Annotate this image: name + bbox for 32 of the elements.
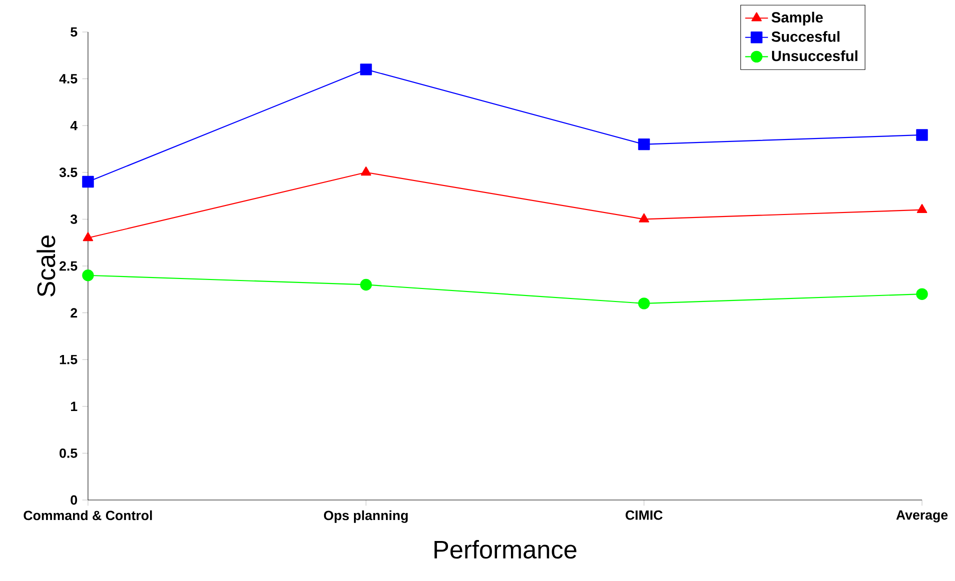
point: [916, 288, 928, 300]
point: [82, 176, 94, 188]
x-tick-label: Command & Control: [24, 510, 152, 520]
point: [82, 232, 94, 242]
point: [638, 213, 650, 222]
legend-label: Sample: [772, 12, 823, 26]
legend-label: Succesful: [772, 31, 840, 42]
y-tick-label: 1.5: [60, 354, 78, 364]
point: [360, 278, 372, 291]
point: [360, 64, 372, 76]
y-tick-label: 2: [70, 308, 78, 318]
x-tick-label: Average: [896, 510, 948, 522]
point: [360, 166, 372, 176]
x-axis-title: Performance: [434, 540, 576, 559]
y-tick-label: 0: [70, 495, 78, 505]
y-tick-label: 1: [71, 402, 78, 411]
point: [638, 138, 650, 150]
point: [916, 129, 928, 141]
y-tick-label: 3.5: [59, 168, 78, 178]
legend-label: Unsuccesful: [772, 50, 858, 62]
y-tick-label: 4.5: [59, 74, 78, 84]
point: [638, 298, 650, 310]
y-tick-label: 2.5: [60, 261, 78, 271]
point: [916, 204, 928, 214]
point: [82, 269, 94, 282]
y-tick-label: 0.5: [60, 448, 78, 458]
y-tick-label: 5: [70, 27, 78, 37]
x-tick-label: CIMIC: [626, 510, 663, 520]
y-tick-label: 3: [70, 214, 78, 224]
y-tick-label: 4: [70, 121, 78, 130]
y-axis-title: Scale: [36, 235, 56, 297]
x-tick-label: Ops planning: [324, 510, 408, 523]
